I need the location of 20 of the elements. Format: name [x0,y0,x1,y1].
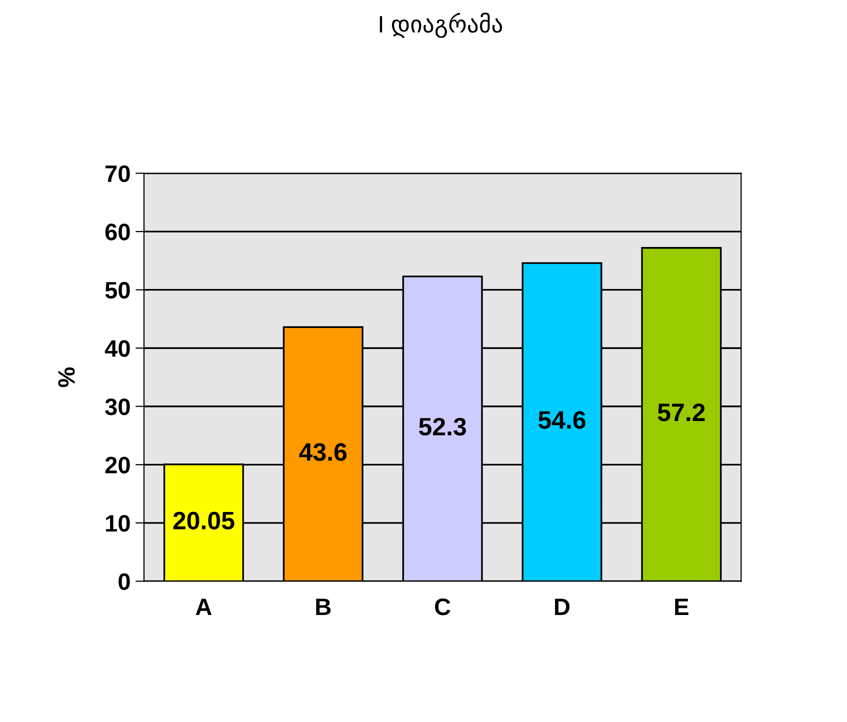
y-tick-label: 0 [118,573,130,590]
data-label: 52.3 [419,418,466,436]
y-axis-title: % [58,367,75,388]
y-tick-label: 40 [104,340,130,357]
y-tick-label: 10 [106,515,130,532]
x-tick-label: A [196,598,212,615]
y-tick-label: 20 [105,456,130,474]
x-tick-label: E [675,598,688,615]
y-tick-label: 50 [105,282,130,299]
y-tick-label: 30 [105,398,130,416]
data-label: 43.6 [299,443,347,461]
data-label: 54.6 [538,411,586,429]
data-label: 57.2 [658,404,705,422]
chart-title: I დიაგრამა [380,12,502,38]
y-tick-label: 60 [105,224,130,240]
x-tick-label: B [316,598,331,615]
y-tick-label: 70 [106,165,130,182]
x-tick-label: C [435,598,450,616]
data-label: 20.05 [173,512,234,530]
x-tick-label: D [555,598,570,615]
